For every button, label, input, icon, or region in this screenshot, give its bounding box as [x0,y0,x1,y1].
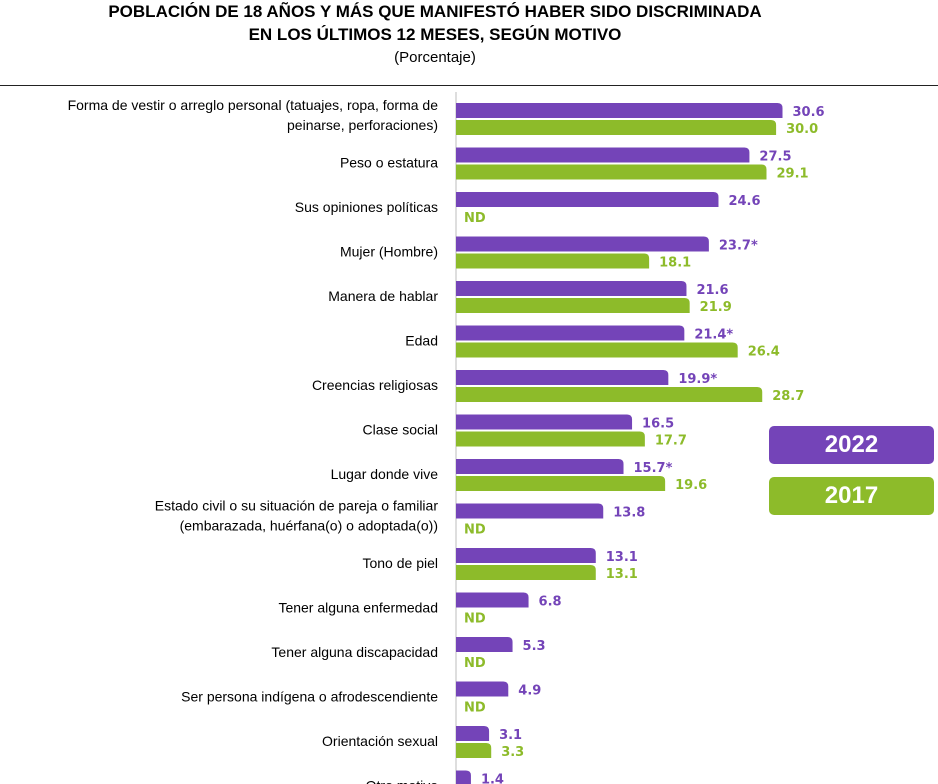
bar-2017 [456,343,738,358]
data-label-2017: 19.6 [675,478,707,493]
bar-2022 [456,548,596,563]
category-label: Lugar donde vive [331,466,439,482]
category-label: Ser persona indígena o afrodescendiente [181,689,438,705]
data-label-2017: 13.1 [606,567,638,582]
bar-2022 [456,593,529,608]
data-label-2022: 23.7* [719,239,758,254]
data-label-2017: 17.7 [655,434,687,449]
data-label-2022: 4.9 [518,684,541,699]
bar-2017 [456,120,776,135]
category-label: Tener alguna enfermedad [278,600,438,616]
bar-2017 [456,565,596,580]
bar-2017 [456,165,766,180]
bar-2022 [456,103,783,118]
category-label: Forma de vestir o arreglo personal (tatu… [68,97,439,113]
bar-2017 [456,298,690,313]
bar-2022 [456,370,668,385]
data-label-2017: ND [464,523,486,538]
data-label-2017: ND [464,612,486,627]
bar-2017 [456,254,649,269]
bar-2022 [456,771,471,784]
data-label-2022: 19.9* [678,372,717,387]
bar-2022 [456,504,603,519]
chart-title-line2: EN LOS ÚLTIMOS 12 MESES, SEGÚN MOTIVO [0,25,870,45]
data-label-2022: 13.8 [613,506,645,521]
data-label-2022: 13.1 [606,550,638,565]
chart-frame: Forma de vestir o arreglo personal (tatu… [0,85,938,783]
bar-2017 [456,476,665,491]
data-label-2022: 3.1 [499,728,522,743]
bar-2022 [456,415,632,430]
bar-2022 [456,281,686,296]
data-label-2022: 16.5 [642,417,674,432]
category-label: Peso o estatura [340,155,438,171]
data-label-2022: 1.4 [481,773,504,784]
category-label: Orientación sexual [322,733,438,749]
category-label: Mujer (Hombre) [340,244,438,260]
category-label: Clase social [363,422,438,438]
data-label-2017: ND [464,211,486,226]
bar-2017 [456,387,762,402]
category-label: Creencias religiosas [312,377,438,393]
category-label: Otro motivo [366,778,439,784]
data-label-2022: 24.6 [728,194,760,209]
chart-title-line1: POBLACIÓN DE 18 AÑOS Y MÁS QUE MANIFESTÓ… [0,2,870,22]
data-label-2017: 26.4 [748,345,780,360]
bar-2017 [456,432,645,447]
data-label-2017: 30.0 [786,122,818,137]
data-label-2017: 21.9 [700,300,732,315]
data-label-2017: 18.1 [659,256,691,271]
category-label: Edad [405,333,438,349]
legend-entry-2022: 2022 [769,426,934,464]
data-label-2017: 28.7 [772,389,804,404]
legend-entry-2017: 2017 [769,477,934,515]
category-label: peinarse, perforaciones) [287,117,438,133]
category-label: Tener alguna discapacidad [271,644,438,660]
data-label-2022: 27.5 [759,150,791,165]
data-label-2022: 15.7* [634,461,673,476]
data-label-2022: 21.4* [694,328,733,343]
data-label-2017: ND [464,701,486,716]
category-label: Tono de piel [362,555,438,571]
bar-2022 [456,148,749,163]
chart-subtitle: (Porcentaje) [0,49,870,66]
bar-2022 [456,326,684,341]
data-label-2017: ND [464,656,486,671]
bar-2022 [456,459,624,474]
category-label: Manera de hablar [328,288,438,304]
bar-2022 [456,237,709,252]
bar-2022 [456,682,508,697]
data-label-2017: 3.3 [501,745,524,760]
data-label-2017: 29.1 [776,167,808,182]
data-label-2022: 21.6 [696,283,728,298]
bar-2017 [456,743,491,758]
data-label-2022: 30.6 [793,105,825,120]
bar-2022 [456,726,489,741]
category-label: (embarazada, huérfana(o) o adoptada(o)) [180,518,438,534]
bar-2022 [456,192,718,207]
data-label-2022: 5.3 [523,639,546,654]
category-label: Sus opiniones políticas [295,199,438,215]
data-label-2022: 6.8 [539,595,562,610]
category-label: Estado civil o su situación de pareja o … [155,498,439,514]
bar-2022 [456,637,513,652]
